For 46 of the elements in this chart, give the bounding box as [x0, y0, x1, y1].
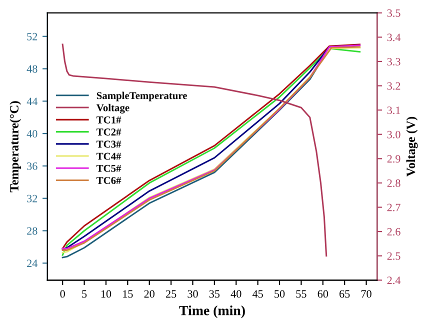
x-tick-label: 5	[82, 290, 87, 298]
x-tick-label: 70	[361, 290, 372, 298]
x-tick-label: 40	[230, 290, 242, 298]
y-tick-label: 32	[27, 194, 38, 202]
y-tick-label: 44	[26, 98, 38, 106]
x-axis-title: Time (min)	[179, 305, 245, 318]
y-axis-title: Temperature(°C)	[10, 101, 22, 192]
y-tick-label: 48	[26, 65, 38, 73]
y2-tick-label: 2.8	[387, 179, 400, 187]
x-tick-label: 35	[209, 290, 220, 298]
y-tick-label: 28	[27, 227, 38, 235]
y2-tick-label: 3.3	[387, 58, 400, 66]
y-tick-label: 40	[26, 130, 38, 138]
legend-label: TC1#	[96, 116, 122, 124]
y2-tick-label: 2.9	[387, 155, 400, 163]
y2-tick-label: 2.6	[387, 228, 400, 236]
x-tick-label: 45	[252, 290, 263, 298]
legend-label: Voltage	[96, 104, 130, 114]
y-tick-label: 52	[27, 32, 38, 40]
x-tick-label: 0	[60, 290, 65, 298]
y2-tick-label: 2.4	[387, 276, 401, 284]
x-tick-label: 60	[318, 290, 328, 298]
x-tick-label: 10	[101, 290, 112, 298]
legend-label: TC3#	[96, 140, 122, 148]
x-tick-label: 50	[274, 290, 285, 298]
y2-tick-label: 3.0	[387, 130, 400, 138]
legend-label: TC2#	[96, 128, 122, 136]
y-tick-label: 36	[27, 162, 38, 170]
legend-label: TC5#	[96, 164, 122, 172]
legend-label: TC6#	[96, 177, 122, 184]
y2-tick-label: 2.7	[387, 204, 400, 212]
y-tick-label: 24	[27, 260, 38, 267]
y2-tick-label: 3.2	[387, 82, 400, 90]
x-tick-label: 20	[144, 290, 154, 298]
x-tick-label: 25	[166, 290, 176, 298]
x-tick-label: 65	[340, 290, 350, 298]
x-tick-label: 30	[188, 290, 198, 298]
legend-label: TC4#	[96, 152, 122, 160]
x-tick-label: 55	[296, 290, 306, 298]
y2-tick-label: 3.1	[387, 106, 400, 114]
x-tick-label: 15	[123, 290, 133, 298]
y2-axis-title: Voltage (V)	[406, 116, 418, 177]
y2-tick-label: 2.5	[387, 252, 400, 260]
y2-tick-label: 3.5	[387, 9, 400, 17]
y2-tick-label: 3.4	[387, 34, 401, 42]
legend-label: SampleTemperature	[96, 92, 187, 102]
